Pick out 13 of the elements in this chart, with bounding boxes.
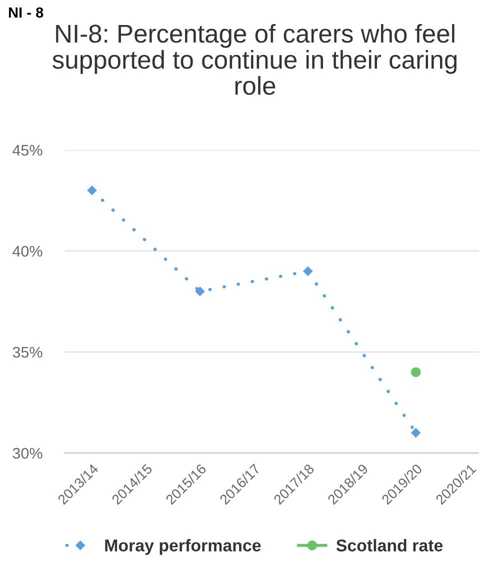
y-tick-label: 40% [12,246,42,257]
point [302,266,313,276]
legend-label: Moray performance [105,539,261,555]
point [87,185,97,196]
text: NI - 8 [8,7,44,18]
point [410,428,421,438]
point [410,367,421,378]
y-tick-label: 30% [12,448,42,459]
legend-label: Scotland rate [336,539,443,552]
y-tick-label: 45% [12,144,42,156]
point [195,286,205,296]
y-tick-label: 35% [12,346,42,358]
chart-title: NI-8: Percentage of carers who feel supported to continue in their caring role [52,24,457,95]
